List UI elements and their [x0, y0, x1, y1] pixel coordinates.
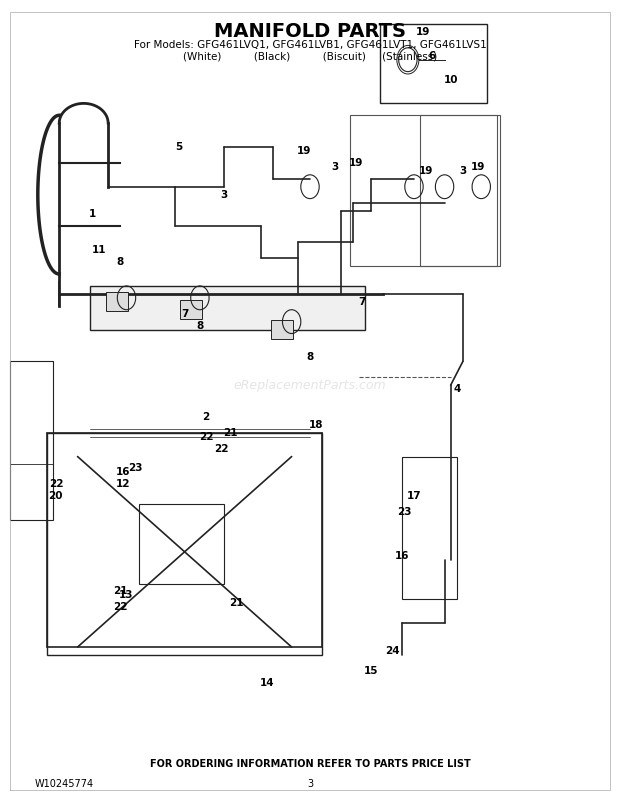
- Bar: [402, 456, 457, 599]
- Text: 13: 13: [119, 590, 134, 601]
- Text: 3: 3: [221, 189, 228, 200]
- Text: 3: 3: [459, 166, 466, 176]
- Text: 16: 16: [116, 468, 131, 477]
- Bar: [47, 433, 322, 655]
- Text: 23: 23: [128, 464, 143, 473]
- Text: 5: 5: [175, 142, 182, 152]
- Text: 3: 3: [331, 162, 338, 172]
- Text: 6: 6: [428, 51, 436, 61]
- Text: 8: 8: [306, 352, 314, 363]
- Bar: [139, 504, 224, 584]
- Text: 22: 22: [199, 431, 213, 442]
- Text: 18: 18: [309, 419, 324, 430]
- Text: W10245774: W10245774: [35, 779, 94, 788]
- Text: 7: 7: [181, 309, 188, 318]
- Text: 8: 8: [117, 257, 124, 267]
- Text: 7: 7: [358, 297, 366, 307]
- Text: 19: 19: [419, 166, 433, 176]
- Text: 19: 19: [348, 158, 363, 168]
- Bar: [180, 300, 202, 319]
- Text: 12: 12: [116, 480, 131, 489]
- Text: 2: 2: [202, 412, 210, 422]
- Text: 22: 22: [49, 480, 63, 489]
- Text: 22: 22: [214, 444, 229, 454]
- Text: 19: 19: [416, 27, 430, 37]
- Text: 21: 21: [113, 586, 128, 597]
- Text: 1: 1: [89, 209, 97, 220]
- Text: 21: 21: [229, 598, 244, 609]
- Text: 23: 23: [397, 507, 412, 517]
- Text: 10: 10: [443, 75, 458, 84]
- Text: 24: 24: [385, 646, 400, 656]
- Text: MANIFOLD PARTS: MANIFOLD PARTS: [214, 22, 406, 42]
- Bar: [11, 362, 53, 520]
- Text: (White)          (Black)          (Biscuit)     (Stainless): (White) (Black) (Biscuit) (Stainless): [183, 51, 437, 62]
- Bar: [350, 115, 497, 266]
- Text: 16: 16: [394, 551, 409, 561]
- Text: 19: 19: [297, 146, 311, 156]
- Text: 11: 11: [92, 245, 106, 255]
- Text: 20: 20: [48, 492, 62, 501]
- Bar: [90, 286, 365, 330]
- Bar: [380, 24, 487, 103]
- Bar: [272, 320, 293, 339]
- Text: FOR ORDERING INFORMATION REFER TO PARTS PRICE LIST: FOR ORDERING INFORMATION REFER TO PARTS …: [149, 759, 471, 769]
- Text: 21: 21: [223, 427, 237, 438]
- Text: 3: 3: [307, 779, 313, 788]
- Text: 22: 22: [113, 602, 128, 613]
- Text: For Models: GFG461LVQ1, GFG461LVB1, GFG461LVT1, GFG461LVS1: For Models: GFG461LVQ1, GFG461LVB1, GFG4…: [134, 40, 486, 51]
- Bar: [106, 292, 128, 311]
- Text: eReplacementParts.com: eReplacementParts.com: [234, 379, 386, 391]
- Text: 19: 19: [471, 162, 485, 172]
- Bar: [420, 115, 500, 266]
- Text: 15: 15: [364, 666, 378, 676]
- Text: 14: 14: [260, 678, 275, 688]
- Text: 8: 8: [197, 321, 203, 330]
- Text: 4: 4: [453, 384, 461, 394]
- Text: 17: 17: [407, 492, 422, 501]
